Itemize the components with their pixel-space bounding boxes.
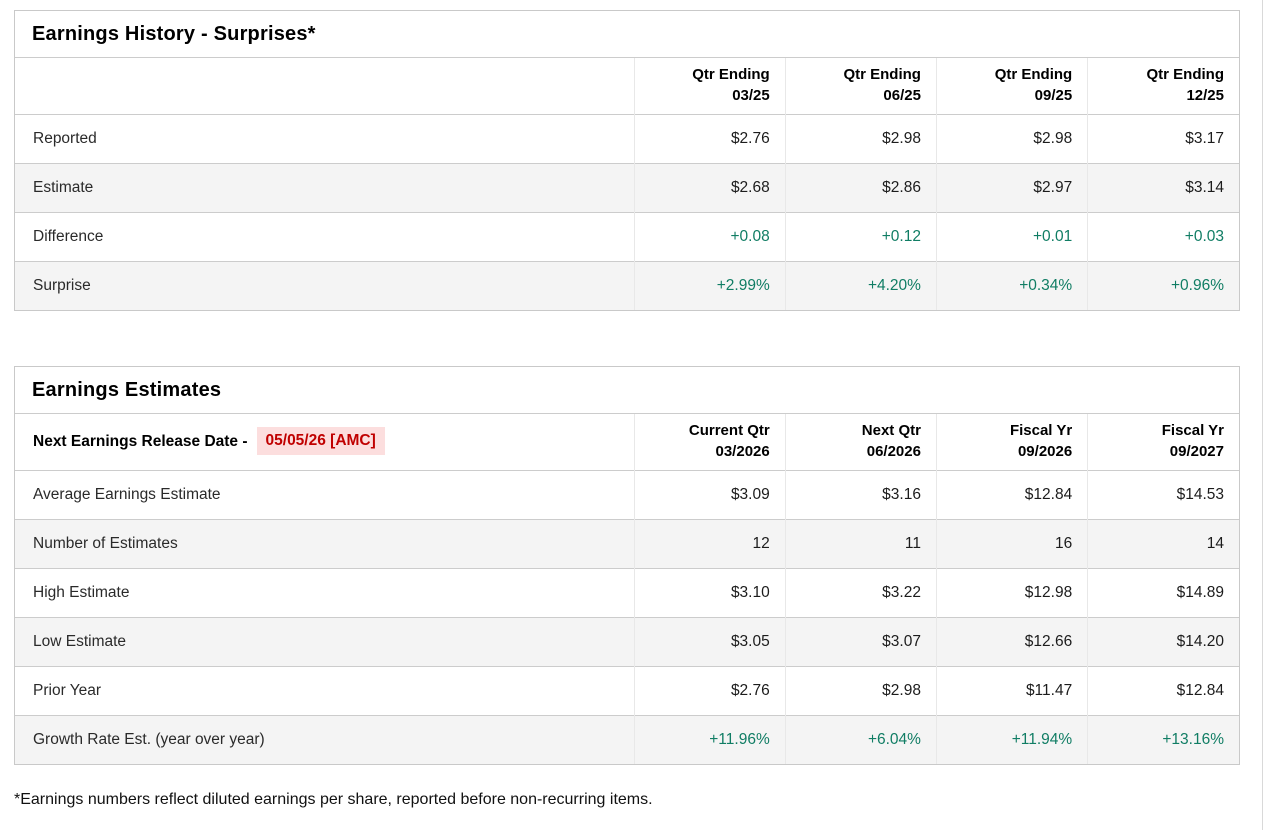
cell-value: $3.17 — [1087, 114, 1239, 164]
table-row-estimate: Estimate $2.68 $2.86 $2.97 $3.14 — [15, 163, 1239, 213]
table-row-average-earnings-estimate: Average Earnings Estimate $3.09 $3.16 $1… — [15, 470, 1239, 520]
cell-value: $14.20 — [1087, 617, 1239, 667]
cell-value: $14.53 — [1087, 470, 1239, 520]
cell-value: $3.05 — [633, 617, 786, 667]
release-date-label: Next Earnings Release Date - — [33, 432, 248, 450]
row-label: Growth Rate Est. (year over year) — [15, 715, 634, 764]
cell-value: $2.86 — [784, 163, 937, 213]
earnings-estimates-title: Earnings Estimates — [32, 379, 222, 401]
next-earnings-release-cell: Next Earnings Release Date - 05/05/26 [A… — [15, 413, 634, 471]
cell-value: 14 — [1087, 519, 1239, 569]
cell-value: $12.66 — [935, 617, 1088, 667]
cell-value: +2.99% — [633, 261, 786, 310]
cell-value: $3.14 — [1087, 163, 1239, 213]
cell-value: +0.08 — [633, 212, 786, 262]
cell-value: $3.09 — [633, 470, 786, 520]
estimates-col-header-1: Current Qtr 03/2026 — [633, 413, 786, 471]
page-right-edge-divider — [1262, 0, 1263, 830]
cell-value: $12.84 — [1087, 666, 1239, 716]
cell-value: +11.94% — [935, 715, 1088, 764]
estimates-col-header-3: Fiscal Yr 09/2026 — [935, 413, 1088, 471]
row-label: Estimate — [15, 163, 634, 213]
release-date-badge: 05/05/26 [AMC] — [256, 427, 385, 455]
cell-value: $11.47 — [935, 666, 1088, 716]
cell-value: +0.34% — [935, 261, 1088, 310]
history-header-empty — [15, 57, 634, 115]
table-row-growth-rate: Growth Rate Est. (year over year) +11.96… — [15, 715, 1239, 764]
cell-value: $3.16 — [784, 470, 937, 520]
earnings-estimates-card: Earnings Estimates Next Earnings Release… — [14, 366, 1240, 765]
cell-value: $2.68 — [633, 163, 786, 213]
row-label: Low Estimate — [15, 617, 634, 667]
cell-value: $2.76 — [633, 666, 786, 716]
cell-value: 12 — [633, 519, 786, 569]
table-row-difference: Difference +0.08 +0.12 +0.01 +0.03 — [15, 212, 1239, 262]
cell-value: 11 — [784, 519, 937, 569]
earnings-history-title: Earnings History - Surprises* — [32, 23, 316, 45]
cell-value: $14.89 — [1087, 568, 1239, 618]
cell-value: +4.20% — [784, 261, 937, 310]
cell-value: $2.97 — [935, 163, 1088, 213]
row-label: High Estimate — [15, 568, 634, 618]
history-col-header-1: Qtr Ending 03/25 — [633, 57, 786, 115]
cell-value: +13.16% — [1087, 715, 1239, 764]
cell-value: $2.76 — [633, 114, 786, 164]
main-content: Earnings History - Surprises* Qtr Ending… — [14, 10, 1240, 808]
earnings-estimates-table: Next Earnings Release Date - 05/05/26 [A… — [15, 413, 1239, 764]
row-label: Average Earnings Estimate — [15, 470, 634, 520]
cell-value: $3.22 — [784, 568, 937, 618]
cell-value: $2.98 — [935, 114, 1088, 164]
table-row-low-estimate: Low Estimate $3.05 $3.07 $12.66 $14.20 — [15, 617, 1239, 667]
table-row-number-of-estimates: Number of Estimates 12 11 16 14 — [15, 519, 1239, 569]
row-label: Number of Estimates — [15, 519, 634, 569]
estimates-col-header-4: Fiscal Yr 09/2027 — [1087, 413, 1239, 471]
table-row-reported: Reported $2.76 $2.98 $2.98 $3.17 — [15, 114, 1239, 164]
cell-value: $2.98 — [784, 114, 937, 164]
history-col-header-2: Qtr Ending 06/25 — [784, 57, 937, 115]
row-label: Prior Year — [15, 666, 634, 716]
row-label: Difference — [15, 212, 634, 262]
cell-value: +0.12 — [784, 212, 937, 262]
cell-value: $12.98 — [935, 568, 1088, 618]
row-label: Surprise — [15, 261, 634, 310]
earnings-history-card: Earnings History - Surprises* Qtr Ending… — [14, 10, 1240, 311]
history-col-header-3: Qtr Ending 09/25 — [935, 57, 1088, 115]
cell-value: $12.84 — [935, 470, 1088, 520]
earnings-footnote: *Earnings numbers reflect diluted earnin… — [14, 791, 653, 808]
table-row-high-estimate: High Estimate $3.10 $3.22 $12.98 $14.89 — [15, 568, 1239, 618]
cell-value: $3.10 — [633, 568, 786, 618]
table-row-prior-year: Prior Year $2.76 $2.98 $11.47 $12.84 — [15, 666, 1239, 716]
cell-value: +0.96% — [1087, 261, 1239, 310]
history-header-row: Qtr Ending 03/25 Qtr Ending 06/25 Qtr En… — [15, 57, 1239, 115]
history-col-header-4: Qtr Ending 12/25 — [1087, 57, 1239, 115]
estimates-col-header-2: Next Qtr 06/2026 — [784, 413, 937, 471]
cell-value: 16 — [935, 519, 1088, 569]
cell-value: +11.96% — [633, 715, 786, 764]
cell-value: +0.03 — [1087, 212, 1239, 262]
earnings-history-table: Qtr Ending 03/25 Qtr Ending 06/25 Qtr En… — [15, 57, 1239, 310]
estimates-header-row: Next Earnings Release Date - 05/05/26 [A… — [15, 413, 1239, 471]
cell-value: $2.98 — [784, 666, 937, 716]
cell-value: $3.07 — [784, 617, 937, 667]
table-row-surprise: Surprise +2.99% +4.20% +0.34% +0.96% — [15, 261, 1239, 310]
cell-value: +0.01 — [935, 212, 1088, 262]
row-label: Reported — [15, 114, 634, 164]
cell-value: +6.04% — [784, 715, 937, 764]
